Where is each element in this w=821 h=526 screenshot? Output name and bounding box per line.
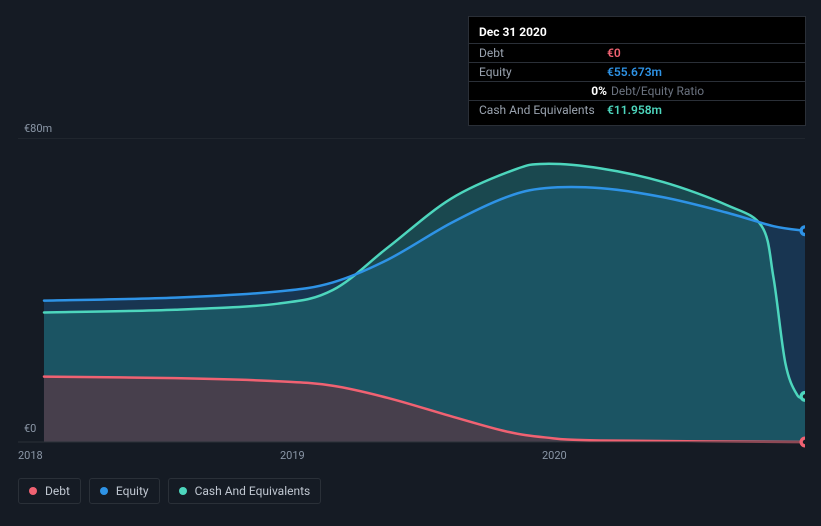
tooltip-value: €55.673m — [607, 65, 662, 79]
legend-item-debt[interactable]: Debt — [18, 478, 81, 504]
x-tick-label: 2018 — [18, 449, 43, 462]
chart-legend: Debt Equity Cash And Equivalents — [18, 478, 321, 504]
legend-label: Cash And Equivalents — [195, 484, 311, 498]
legend-dot-icon — [100, 487, 108, 495]
tooltip-value: €11.958m — [607, 103, 662, 117]
legend-item-cash[interactable]: Cash And Equivalents — [168, 478, 322, 504]
x-tick-label: 2019 — [280, 449, 305, 462]
legend-label: Equity — [116, 484, 149, 498]
series-group — [44, 164, 805, 442]
legend-dot-icon — [179, 487, 187, 495]
tooltip-row-cash: Cash And Equivalents €11.958m — [469, 100, 805, 119]
tooltip-date: Dec 31 2020 — [469, 23, 805, 43]
tooltip-label: Debt — [479, 46, 607, 60]
tooltip-label: Equity — [479, 65, 607, 79]
plot-area — [18, 138, 805, 442]
tooltip-pct: 0% — [479, 84, 607, 98]
tooltip-label: Cash And Equivalents — [479, 103, 607, 117]
tooltip-row-ratio: 0% Debt/Equity Ratio — [469, 81, 805, 100]
y-tick-label: €80m — [24, 122, 52, 135]
legend-item-equity[interactable]: Equity — [89, 478, 160, 504]
legend-dot-icon — [29, 487, 37, 495]
tooltip-sublabel: Debt/Equity Ratio — [611, 84, 704, 98]
x-tick-label: 2020 — [542, 449, 567, 462]
financial-chart: Dec 31 2020 Debt €0 Equity €55.673m 0% D… — [0, 0, 821, 526]
legend-label: Debt — [45, 484, 70, 498]
tooltip-value: €0 — [607, 46, 621, 60]
tooltip-row-equity: Equity €55.673m — [469, 62, 805, 81]
tooltip-row-debt: Debt €0 — [469, 43, 805, 62]
chart-tooltip: Dec 31 2020 Debt €0 Equity €55.673m 0% D… — [468, 16, 806, 126]
chart-svg — [18, 138, 805, 448]
